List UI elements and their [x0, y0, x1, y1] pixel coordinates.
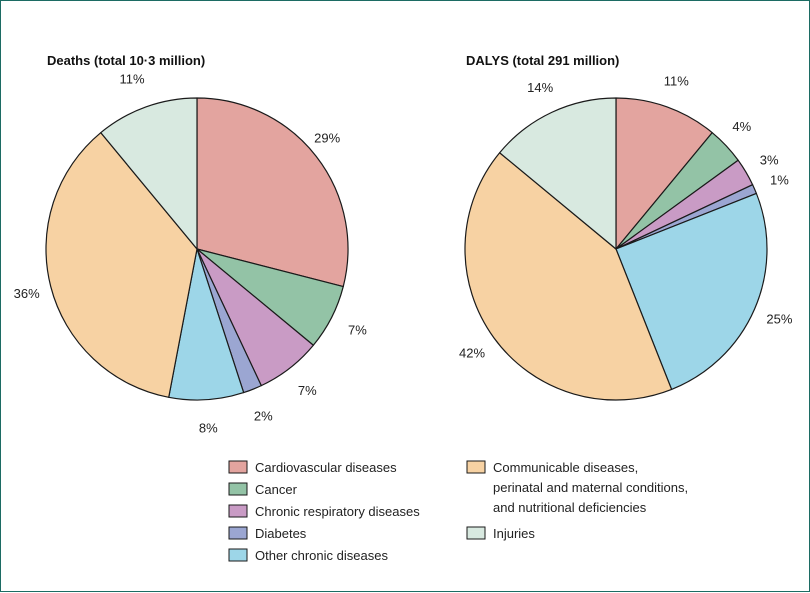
legend-swatch-4: [228, 548, 248, 562]
deaths-slice-5: [45, 132, 198, 398]
legend-swatch-0: [228, 460, 248, 474]
deaths-pie-slices: [45, 97, 349, 401]
deaths-chart-title: Deaths (total 10·3 million): [47, 53, 205, 68]
dalys-slice-label-0: 11%: [664, 74, 689, 89]
deaths-slice-6: [100, 97, 198, 250]
legend-label-6-line-0: Injuries: [493, 526, 535, 541]
legend-label-5-line-1: perinatal and maternal conditions,: [493, 480, 688, 495]
deaths-slice-label-1: 7%: [348, 323, 367, 338]
deaths-pie-labels: 29% 7% 7% 2% 8% 36% 11%: [14, 72, 368, 436]
dalys-slice-label-4: 25%: [766, 312, 792, 327]
dalys-slice-5: [464, 152, 673, 401]
dalys-slice-label-5: 42%: [459, 346, 485, 361]
deaths-slice-label-0: 29%: [314, 131, 340, 146]
dalys-pie-slices: [464, 97, 768, 401]
dalys-slice-label-1: 4%: [732, 119, 751, 134]
legend-swatch-5: [466, 460, 486, 474]
dalys-slice-0: [615, 97, 713, 250]
dalys-slice-label-6: 14%: [527, 80, 553, 95]
deaths-slice-label-2: 7%: [298, 383, 317, 398]
dalys-slice-4: [615, 192, 768, 390]
legend-label-5-line-2: and nutritional deficiencies: [493, 500, 647, 515]
deaths-slice-label-3: 2%: [254, 408, 273, 423]
legend-swatch-3: [228, 526, 248, 540]
deaths-slice-0: [196, 97, 349, 288]
legend-label-3-line-0: Diabetes: [255, 526, 307, 541]
deaths-pie-chart: Deaths (total 10·3 million) 29% 7% 7% 2% 8% 3…: [14, 53, 368, 436]
legend-swatch-1: [228, 482, 248, 496]
dalys-slice-6: [499, 97, 617, 250]
legend-label-5-line-0: Communicable diseases,: [493, 460, 638, 475]
dalys-pie-labels: 11% 4% 3% 1% 25% 42% 14%: [459, 74, 793, 361]
legend-label-1-line-0: Cancer: [255, 482, 298, 497]
legend-label-0-line-0: Cardiovascular diseases: [255, 460, 397, 475]
dalys-pie-chart: DALYS (total 291 million) 11% 4% 3% 1% 25% 42…: [459, 53, 793, 401]
deaths-slice-label-5: 36%: [14, 286, 40, 301]
dalys-chart-title: DALYS (total 291 million): [466, 53, 619, 68]
legend-swatch-2: [228, 504, 248, 518]
legend-label-2-line-0: Chronic respiratory diseases: [255, 504, 420, 519]
legend-label-4-line-0: Other chronic diseases: [255, 548, 388, 563]
deaths-slice-label-4: 8%: [199, 421, 218, 436]
dalys-slice-label-2: 3%: [760, 152, 779, 167]
legend-swatch-6: [466, 526, 486, 540]
deaths-slice-label-6: 11%: [119, 72, 144, 87]
legend: Cardiovascular diseases Cancer Chronic res…: [228, 460, 688, 563]
dalys-slice-label-3: 1%: [770, 172, 789, 187]
